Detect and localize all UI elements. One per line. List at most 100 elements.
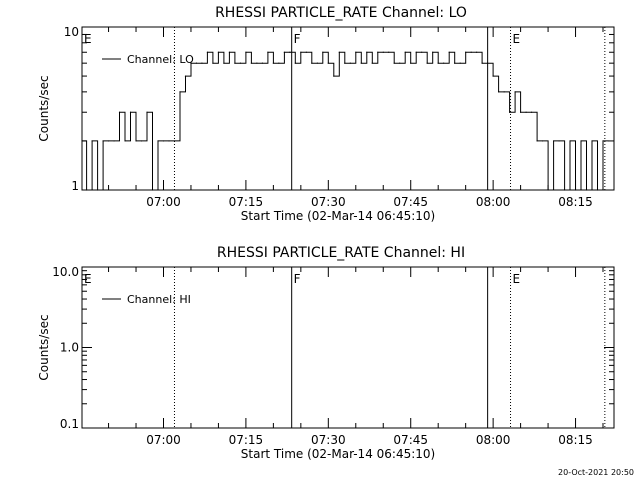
chart1-x-tick-label: 08:00	[476, 195, 511, 209]
chart1-data-point	[399, 62, 401, 64]
chart1-x-axis-label: Start Time (02-Mar-14 06:45:10)	[241, 209, 435, 223]
chart1-data-point	[437, 62, 439, 64]
chart1-data-point	[481, 62, 483, 64]
chart1-data-point	[470, 51, 472, 53]
chart1-legend-label: Channel: LO	[127, 53, 194, 66]
chart1-data-point	[239, 62, 242, 64]
chart1-data-point	[327, 62, 329, 64]
chart1-data-point	[261, 62, 263, 64]
chart1-title: RHESSI PARTICLE_RATE Channel: LO	[215, 5, 467, 21]
chart1-data-point	[140, 140, 143, 142]
chart1-data-point	[443, 62, 445, 64]
chart1-data-point	[85, 189, 88, 191]
footer-timestamp: 20-Oct-2021 20:50	[558, 468, 634, 477]
chart1-data-point	[426, 62, 428, 64]
chart1-data-point	[432, 51, 434, 53]
chart1-y-tick-label: 1	[71, 179, 79, 193]
chart1-data-point	[228, 51, 231, 53]
chart2-legend-label: Channel: HI	[127, 293, 191, 306]
chart1-data-point	[377, 51, 379, 53]
chart1-data-point	[382, 51, 384, 53]
chart1-data-point	[250, 62, 252, 64]
chart2-x-tick-label: 08:00	[476, 433, 511, 447]
chart1-data-point	[349, 62, 351, 64]
chart1-data-point	[569, 140, 571, 142]
chart1-data-point	[316, 62, 318, 64]
chart1-data-point	[585, 189, 588, 191]
chart1-data-point	[113, 140, 115, 142]
chart1-data-point	[179, 91, 181, 93]
chart1-data-point	[107, 140, 110, 142]
chart1-data-point	[206, 51, 209, 53]
chart1-data-point	[91, 140, 93, 142]
chart1-data-point	[487, 62, 489, 64]
chart1-data-point	[360, 62, 362, 64]
chart1-data-point	[607, 140, 610, 142]
chart2-x-tick-label: 07:30	[311, 433, 346, 447]
chart1-data-point	[574, 189, 577, 191]
chart1-data-point	[530, 111, 533, 113]
chart1-data-point	[305, 51, 307, 53]
chart1-data-point	[454, 62, 456, 64]
chart1-data-point	[294, 62, 296, 64]
chart1-data-point	[201, 62, 203, 64]
chart1-data-point	[596, 189, 599, 191]
chart1-data-point	[338, 51, 340, 53]
chart1-data-point	[190, 62, 192, 64]
chart2-x-tick-label: 07:00	[146, 433, 181, 447]
chart2-x-tick-label: 08:15	[558, 433, 593, 447]
chart1-data-point	[552, 140, 555, 142]
chart1-data-point	[410, 62, 412, 64]
chart1-data-point	[102, 140, 104, 142]
chart1-data-point	[498, 91, 500, 93]
chart1-data-point	[602, 140, 604, 142]
chart1-event-marker-label: E	[84, 32, 92, 46]
chart1-data-point	[223, 62, 225, 64]
chart2-title: RHESSI PARTICLE_RATE Channel: HI	[217, 245, 465, 261]
chart1-y-tick-label: 10	[64, 25, 79, 39]
chart1-data-point	[217, 51, 220, 53]
chart1-data-point	[173, 140, 176, 142]
chart2-y-axis-label: Counts/sec	[37, 314, 51, 380]
chart1-event-marker-label: F	[294, 32, 301, 46]
chart2-x-axis-label: Start Time (02-Mar-14 06:45:10)	[241, 447, 435, 461]
chart1-data-point	[503, 91, 505, 93]
chart1-x-tick-label: 07:00	[146, 195, 181, 209]
chart1-y-axis-label: Counts/sec	[37, 75, 51, 141]
chart1-x-tick-label: 08:15	[558, 195, 593, 209]
chart1-data-point	[118, 111, 121, 113]
chart1-data-point	[135, 140, 137, 142]
chart1-x-tick-label: 07:30	[311, 195, 346, 209]
chart1-data-point	[289, 51, 291, 53]
chart1-data-point	[300, 51, 302, 53]
chart1-data-point	[272, 62, 274, 64]
chart1-data-point	[124, 140, 126, 142]
chart1-data-point	[459, 62, 461, 64]
chart1-data-point	[404, 51, 406, 53]
chart1-data-point	[355, 51, 357, 53]
chart1-data-point	[151, 189, 154, 191]
chart1-data-point	[344, 62, 346, 64]
chart2-plot-frame	[81, 266, 615, 429]
chart1-data-point	[465, 51, 467, 53]
chart1-data-point	[283, 51, 285, 53]
chart2-x-tick-label: 07:45	[393, 433, 428, 447]
chart1-data-point	[311, 62, 313, 64]
chart1-data-point	[245, 51, 247, 53]
chart1-data-point	[492, 75, 494, 77]
chart1-series-line	[82, 51, 609, 191]
chart1-data-point	[234, 62, 236, 64]
chart1-data-point	[547, 189, 549, 191]
chart1-data-point	[558, 140, 560, 142]
chart2-event-marker-label: E	[84, 272, 92, 286]
chart1-data-point	[415, 51, 417, 53]
chart1-data-point	[371, 62, 373, 64]
chart1-data-point	[168, 140, 170, 142]
chart1-data-point	[267, 51, 269, 53]
chart1-data-point	[563, 189, 566, 191]
chart1-data-point	[591, 140, 593, 142]
chart1-data-point	[256, 62, 258, 64]
chart1-data-point	[388, 51, 390, 53]
